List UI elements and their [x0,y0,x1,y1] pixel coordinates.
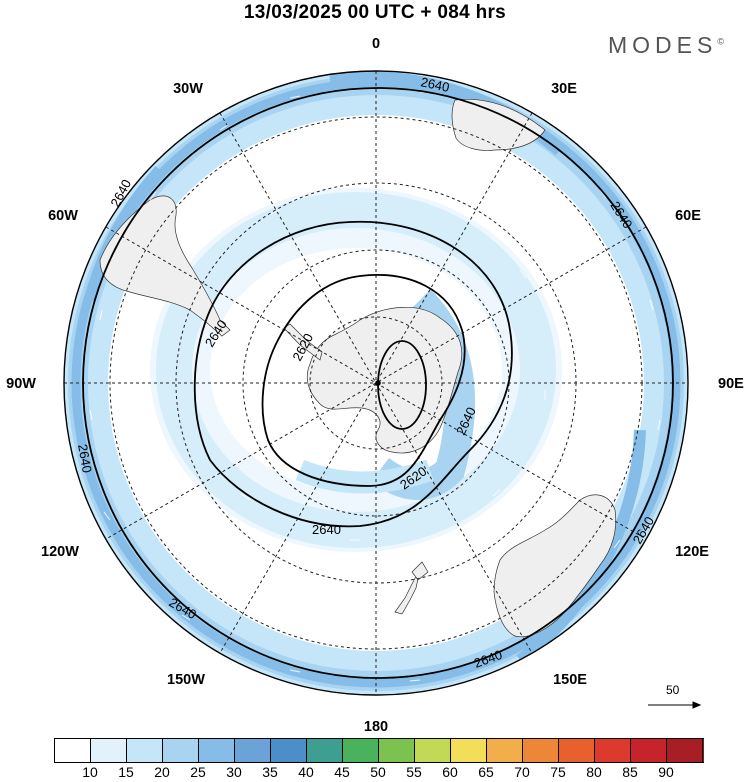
colorbar-tick-label: 90 [658,764,674,780]
antarctic-peninsula [283,323,323,361]
colorbar [54,738,704,763]
colorbar-tick-label: 25 [190,764,206,780]
contour-2620 [261,274,466,487]
height-contours [82,87,674,679]
colorbar-swatch [198,738,235,763]
south-pole-marker [375,380,381,386]
colorbar-swatch [90,738,127,763]
lon-label-90w: 90W [6,376,36,392]
colorbar-tick-label: 60 [442,764,458,780]
lon-label-120e: 120E [675,544,709,560]
contour-label: 2640 [419,74,450,95]
map-title: 13/03/2025 00 UTC + 084 hrs [243,2,507,23]
colorbar-swatch [234,738,271,763]
lon-label-30e: 30E [551,81,577,97]
colorbar-swatch [342,738,379,763]
colorbar-swatch [450,738,487,763]
colorbar-swatch [162,738,199,763]
new-zealand-north [411,561,429,581]
colorbar-tick-label: 45 [334,764,350,780]
polar-map: 2640 2640 2640 2640 2640 2640 2640 2620 … [6,36,744,735]
copyright-mark: © [717,36,724,47]
australia [493,494,617,638]
contour-2640-outer [82,87,674,679]
brand-logo: MODES© [608,32,724,59]
colorbar-swatch [558,738,595,763]
colorbar-tick-label: 70 [514,764,530,780]
colorbar-tick-label: 80 [586,764,602,780]
colorbar-tick-label: 85 [622,764,638,780]
colorbar-swatch [270,738,307,763]
colorbar-tick-label: 65 [478,764,494,780]
colorbar-tick-label: 75 [550,764,566,780]
colorbar-swatch [630,738,667,763]
colorbar-tick-label: 55 [406,764,422,780]
lon-label-0: 0 [372,36,380,52]
colorbar-swatch [126,738,163,763]
colorbar-tick-label: 15 [118,764,134,780]
lon-label-30w: 30W [173,81,203,97]
lon-label-180: 180 [364,719,388,735]
colorbar-tick-label: 20 [154,764,170,780]
contour-label: 2640 [312,522,341,537]
colorbar-tick-label: 10 [82,764,98,780]
vector-reference-label: 50 [666,683,680,697]
colorbar-swatch [522,738,559,763]
colorbar-swatch [54,738,91,763]
colorbar-swatch [594,738,631,763]
colorbar-swatch [414,738,451,763]
africa [451,98,546,151]
lon-label-60w: 60W [48,208,78,224]
colorbar-tick-label: 35 [262,764,278,780]
contour-label: 2640 [75,443,95,474]
lon-label-150e: 150E [553,672,587,688]
colorbar-swatch [702,738,704,763]
longitude-labels: 0 30E 60E 90E 120E 150E 180 150W 120W 90… [6,36,744,735]
lon-label-120w: 120W [41,544,79,560]
lon-label-60e: 60E [675,208,701,224]
south-america [99,195,231,337]
colorbar-tick-label: 40 [298,764,314,780]
colorbar-tick-label: 50 [370,764,386,780]
colorbar-swatch [486,738,523,763]
colorbar-swatch [306,738,343,763]
landmasses [99,98,617,638]
lon-label-90e: 90E [718,376,744,392]
brand-name: MODES [608,32,718,58]
colorbar-swatch [666,738,703,763]
colorbar-swatch [378,738,415,763]
contour-2640-inner [193,220,513,528]
colorbar-tick-label: 30 [226,764,242,780]
lon-label-150w: 150W [167,672,205,688]
map-boundary [63,70,689,696]
arrow-right-icon [648,701,702,709]
